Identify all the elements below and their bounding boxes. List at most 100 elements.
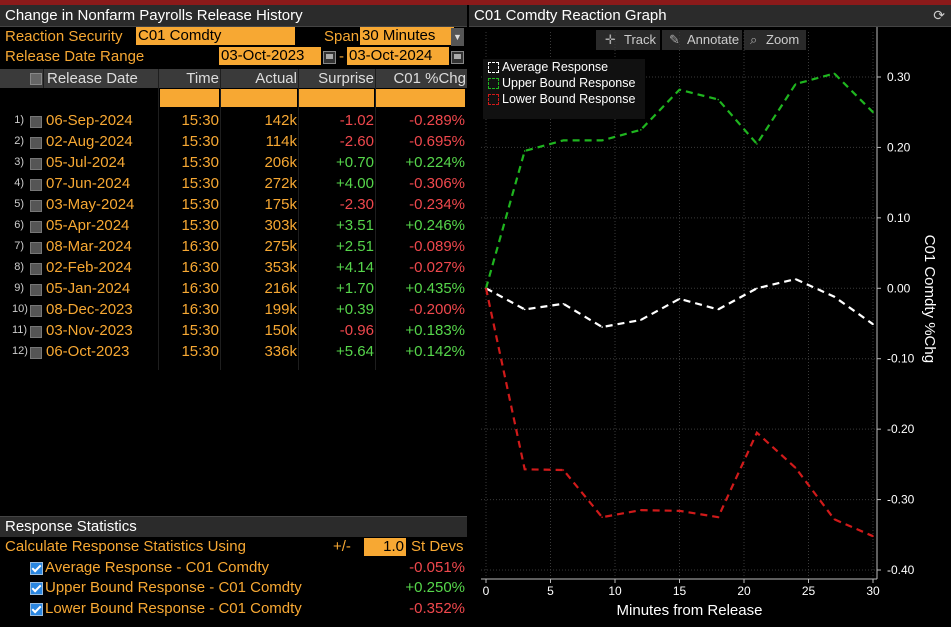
column-header-time[interactable]: Time <box>158 69 219 88</box>
panel-title: Change in Nonfarm Payrolls Release Histo… <box>0 5 467 27</box>
calendar-icon[interactable] <box>323 51 336 64</box>
row-checkbox[interactable] <box>30 305 42 317</box>
table-row[interactable]: 11) 03-Nov-2023 15:30 150k -0.96 +0.183% <box>0 320 467 341</box>
actual-cell: 353k <box>264 259 297 276</box>
legend-swatch-upper <box>488 78 499 89</box>
legend-upper[interactable]: Upper Bound Response <box>483 75 645 91</box>
legend-average[interactable]: Average Response <box>483 59 645 75</box>
row-number: 2) <box>14 135 24 147</box>
span-dropdown-icon[interactable]: ▼ <box>451 28 464 46</box>
lower-bound-point <box>678 510 681 512</box>
filter-actual[interactable] <box>221 89 297 107</box>
table-row[interactable]: 12) 06-Oct-2023 15:30 336k +5.64 +0.142% <box>0 341 467 362</box>
stats-checkbox[interactable] <box>30 561 43 575</box>
time-cell: 16:30 <box>181 238 219 255</box>
x-axis-label: Minutes from Release <box>617 602 763 619</box>
average-response-line[interactable] <box>485 277 874 329</box>
release-date-cell: 08-Dec-2023 <box>46 301 133 318</box>
row-number: 4) <box>14 177 24 189</box>
column-divider <box>298 69 299 370</box>
actual-cell: 272k <box>264 175 297 192</box>
chg-cell: -0.200% <box>409 301 465 318</box>
date-to-input[interactable]: 03-Oct-2024 <box>347 47 449 65</box>
lower-bound-point <box>717 516 719 518</box>
x-tick-label: 10 <box>608 584 622 598</box>
row-checkbox[interactable] <box>30 221 42 233</box>
table-row[interactable]: 8) 02-Feb-2024 16:30 353k +4.14 -0.027% <box>0 257 467 278</box>
average-response-point <box>523 308 526 311</box>
stats-checkbox[interactable] <box>30 602 43 616</box>
column-header-surprise[interactable]: Surprise <box>298 69 374 88</box>
stats-checkbox[interactable] <box>30 582 43 595</box>
refresh-icon[interactable]: ⟳ <box>933 7 945 23</box>
row-number: 7) <box>14 240 24 252</box>
table-row[interactable]: 5) 03-May-2024 15:30 175k -2.30 -0.234% <box>0 194 467 215</box>
y-tick-label: -0.30 <box>887 493 915 507</box>
track-button[interactable]: ✛ Track <box>596 30 660 50</box>
row-number: 5) <box>14 198 24 210</box>
std-dev-input[interactable]: 1.0 <box>364 538 406 556</box>
release-date-cell: 07-Jun-2024 <box>46 175 131 192</box>
y-tick-label: 0.30 <box>887 70 911 84</box>
actual-cell: 303k <box>264 217 297 234</box>
stats-row: Lower Bound Response - C01 Comdty -0.352% <box>0 599 467 620</box>
column-header-release-date[interactable]: Release Date <box>43 69 147 88</box>
table-row[interactable]: 10) 08-Dec-2023 16:30 199k +0.39 -0.200% <box>0 299 467 320</box>
table-row[interactable]: 6) 05-Apr-2024 15:30 303k +3.51 +0.246% <box>0 215 467 236</box>
filter-chg[interactable] <box>376 89 465 107</box>
lower-bound-point <box>872 535 874 537</box>
table-row[interactable]: 4) 07-Jun-2024 15:30 272k +4.00 -0.306% <box>0 173 467 194</box>
average-response-point <box>872 323 874 326</box>
select-all-checkbox[interactable] <box>30 73 42 85</box>
table-row[interactable]: 1) 06-Sep-2024 15:30 142k -1.02 -0.289% <box>0 110 467 131</box>
date-range-row: Release Date Range 03-Oct-2023 - 03-Oct-… <box>0 47 467 67</box>
chart-legend: Average Response Upper Bound Response Lo… <box>483 59 645 119</box>
row-checkbox[interactable] <box>30 284 42 296</box>
surprise-cell: +0.70 <box>336 154 374 171</box>
span-select[interactable]: 30 Minutes <box>360 27 454 45</box>
actual-cell: 142k <box>264 112 297 129</box>
average-response-point <box>640 319 642 321</box>
row-checkbox[interactable] <box>30 137 42 149</box>
average-response-point <box>562 302 565 305</box>
lower-bound-line[interactable] <box>484 288 874 538</box>
column-header-actual[interactable]: Actual <box>220 69 297 88</box>
chg-cell: +0.435% <box>405 280 465 297</box>
row-checkbox[interactable] <box>30 347 42 359</box>
actual-cell: 206k <box>264 154 297 171</box>
reaction-security-input[interactable]: C01 Comdty <box>136 27 295 45</box>
lower-bound-point <box>756 431 758 434</box>
row-checkbox[interactable] <box>30 179 42 191</box>
row-checkbox[interactable] <box>30 116 42 128</box>
upper-bound-point <box>601 139 603 142</box>
row-checkbox[interactable] <box>30 242 42 254</box>
y-tick-label: 0.20 <box>887 140 911 154</box>
y-tick-label: 0.00 <box>887 281 911 295</box>
row-checkbox[interactable] <box>30 326 42 338</box>
table-row[interactable]: 9) 05-Jan-2024 16:30 216k +1.70 +0.435% <box>0 278 467 299</box>
date-from-input[interactable]: 03-Oct-2023 <box>219 47 321 65</box>
reaction-chart[interactable]: 0.30 0.20 0.10 0.00 -0.10 -0.20 -0.30 -0.40 0 5 10… <box>469 27 951 627</box>
table-row[interactable]: 3) 05-Jul-2024 15:30 206k +0.70 +0.224% <box>0 152 467 173</box>
upper-bound-point <box>523 150 526 152</box>
lower-bound-point <box>562 469 565 471</box>
row-number: 10) <box>12 303 28 315</box>
filter-surprise[interactable] <box>299 89 374 107</box>
upper-bound-point <box>717 98 719 101</box>
actual-cell: 114k <box>265 133 297 150</box>
annotate-button[interactable]: ✎ Annotate <box>662 30 742 50</box>
row-checkbox[interactable] <box>30 158 42 170</box>
std-dev-unit: St Devs <box>411 538 464 555</box>
lower-bound-point <box>485 287 487 290</box>
table-row[interactable]: 7) 08-Mar-2024 16:30 275k +2.51 -0.089% <box>0 236 467 257</box>
calendar-icon[interactable] <box>451 51 464 64</box>
filter-time[interactable] <box>160 89 219 107</box>
row-checkbox[interactable] <box>30 200 42 212</box>
table-row[interactable]: 2) 02-Aug-2024 15:30 114k -2.60 -0.695% <box>0 131 467 152</box>
surprise-cell: +3.51 <box>336 217 374 234</box>
column-header-chg[interactable]: C01 %Chg <box>375 69 466 88</box>
column-divider <box>220 69 221 370</box>
zoom-button[interactable]: ⌕ Zoom <box>744 30 806 50</box>
row-checkbox[interactable] <box>30 263 42 275</box>
legend-lower[interactable]: Lower Bound Response <box>483 91 645 107</box>
